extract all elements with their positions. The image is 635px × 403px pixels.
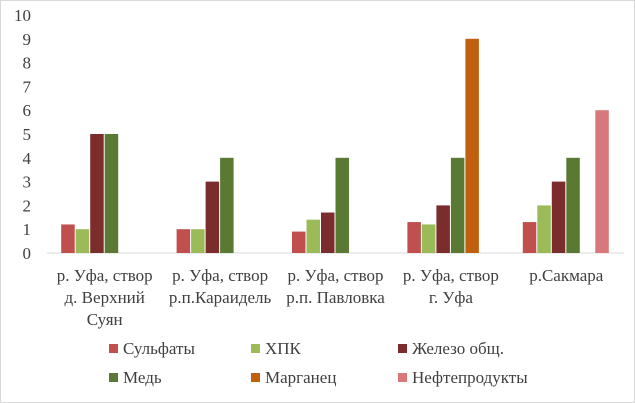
y-tick-label: 9 [23, 30, 32, 49]
bar-6-5 [595, 110, 609, 253]
bar-4-2 [220, 157, 234, 253]
bar-4-3 [335, 157, 349, 253]
legend-swatch [398, 373, 407, 382]
legend-label: Сульфаты [123, 339, 195, 358]
y-tick-label: 0 [23, 244, 32, 263]
category-label: г. Уфа [429, 288, 474, 307]
legend-swatch [251, 373, 260, 382]
category-label: р.Сакмара [529, 266, 604, 285]
y-tick-label: 7 [23, 77, 32, 96]
legend-swatch [109, 344, 118, 353]
bar-2-4 [421, 224, 436, 253]
legend-swatch [109, 373, 118, 382]
bar-4-4 [450, 157, 465, 253]
y-tick-label: 4 [23, 149, 32, 168]
legend-label: Медь [123, 368, 162, 387]
bar-4-1 [104, 134, 119, 253]
bar-2-3 [306, 219, 320, 253]
category-label: р.п. Павловка [286, 288, 385, 307]
y-tick-label: 2 [23, 196, 32, 215]
bar-1-3 [292, 231, 306, 253]
category-label: р. Уфа, створ [403, 266, 499, 285]
category-label: Суян [87, 310, 123, 329]
bar-1-4 [407, 222, 421, 253]
y-tick-label: 6 [23, 101, 32, 120]
y-tick-label: 10 [14, 6, 31, 25]
bar-3-1 [90, 134, 104, 253]
bar-1-2 [176, 229, 191, 253]
bar-2-2 [191, 229, 205, 253]
y-tick-label: 5 [23, 125, 32, 144]
bar-3-5 [551, 181, 566, 253]
bar-4-5 [566, 157, 580, 253]
category-label: р.п.Караидель [169, 288, 272, 307]
category-label: р. Уфа, створ [172, 266, 268, 285]
bar-3-3 [321, 212, 335, 253]
bar-1-1 [61, 224, 75, 253]
y-tick-label: 3 [23, 173, 32, 192]
bar-2-1 [75, 229, 90, 253]
legend-label: Нефтепродукты [412, 368, 528, 387]
y-tick-label: 8 [23, 54, 32, 73]
legend-label: Марганец [265, 368, 336, 387]
bar-2-5 [537, 205, 551, 253]
bar-1-5 [522, 222, 537, 253]
category-label: д. Верхний [65, 288, 145, 307]
bar-3-4 [436, 205, 450, 253]
legend-label: Железо общ. [412, 339, 504, 358]
bar-5-4 [465, 38, 479, 253]
y-tick-label: 1 [23, 220, 32, 239]
category-label: р. Уфа, створ [288, 266, 384, 285]
legend-swatch [251, 344, 260, 353]
legend-swatch [398, 344, 407, 353]
bar-3-2 [205, 181, 220, 253]
category-label: р. Уфа, створ [57, 266, 153, 285]
legend-label: ХПК [265, 339, 302, 358]
